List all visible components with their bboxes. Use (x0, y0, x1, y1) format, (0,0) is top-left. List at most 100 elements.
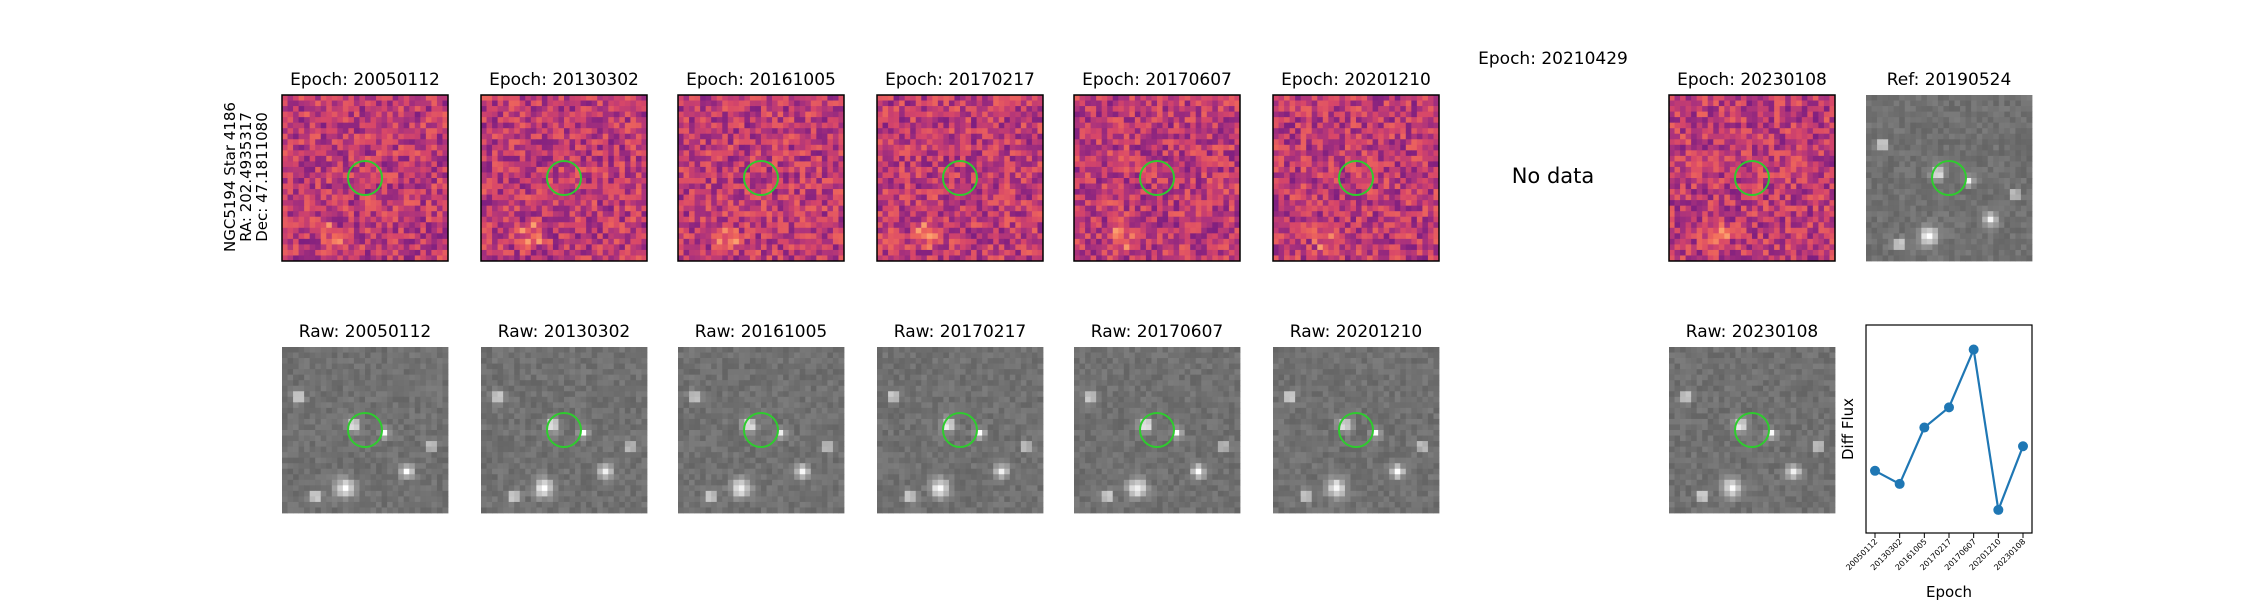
pixel (1212, 211, 1219, 218)
pixel (597, 244, 604, 251)
pixel (711, 133, 718, 140)
pixel (492, 172, 498, 179)
pixel (624, 111, 631, 118)
pixel (1201, 128, 1208, 135)
pixel (536, 128, 543, 135)
pixel (1151, 255, 1158, 262)
pixel (965, 166, 972, 173)
pixel (678, 178, 684, 184)
pixel (1079, 194, 1086, 201)
pixel (1356, 150, 1362, 157)
pixel (304, 133, 311, 140)
pixel (788, 144, 795, 151)
pixel (987, 255, 994, 262)
pixel (1306, 117, 1313, 124)
pixel (772, 117, 778, 124)
pixel (298, 205, 305, 212)
pixel (948, 122, 955, 129)
pixel (948, 133, 955, 140)
pixel (705, 117, 712, 124)
pixel (987, 183, 994, 190)
pixel (530, 227, 537, 234)
pixel (1173, 161, 1180, 168)
pixel (1234, 200, 1241, 207)
pixel (943, 249, 950, 256)
pixel (727, 128, 734, 135)
pixel (960, 95, 966, 101)
pixel (1411, 122, 1418, 129)
pixel (727, 150, 734, 157)
pixel (1300, 133, 1307, 140)
pixel (700, 161, 707, 168)
pixel (1317, 95, 1324, 101)
pixel (309, 255, 316, 262)
pixel (783, 238, 790, 245)
pixel (536, 216, 543, 223)
pixel (1026, 122, 1033, 129)
pixel (442, 150, 449, 157)
pixel (1328, 150, 1335, 157)
pixel (508, 211, 515, 218)
pixel (309, 238, 316, 245)
pixel (1234, 133, 1241, 140)
pixel (1020, 161, 1027, 168)
pixel (1234, 205, 1241, 212)
pixel (722, 249, 729, 256)
pixel (552, 100, 559, 107)
pixel (982, 244, 989, 251)
pixel (727, 117, 734, 124)
pixel (1020, 200, 1027, 207)
pixel (998, 233, 1005, 240)
pixel (683, 222, 690, 229)
pixel (370, 249, 377, 256)
pixel (1140, 200, 1147, 207)
pixel (744, 144, 751, 151)
pixel (1306, 161, 1313, 168)
pixel (937, 216, 944, 223)
pixel (937, 211, 944, 218)
pixel (525, 150, 532, 157)
pixel (705, 178, 712, 184)
pixel (1151, 172, 1158, 179)
pixel (624, 222, 631, 229)
pixel (1090, 100, 1097, 107)
pixel (1145, 133, 1152, 140)
pixel (937, 117, 944, 124)
pixel (1037, 95, 1044, 101)
pixel (348, 200, 355, 207)
pixel (541, 122, 548, 129)
pixel (326, 122, 333, 129)
pixel (777, 117, 784, 124)
pixel (536, 183, 543, 190)
pixel (293, 216, 299, 223)
pixel (711, 117, 718, 124)
pixel (624, 211, 631, 218)
pixel (547, 100, 554, 107)
pixel (287, 255, 294, 262)
pixel (1289, 133, 1296, 140)
pixel (420, 122, 427, 129)
pixel (370, 106, 377, 112)
pixel (998, 189, 1005, 195)
pixel (1411, 128, 1418, 135)
pixel (304, 95, 311, 101)
pixel (331, 128, 338, 135)
pixel (965, 139, 972, 146)
pixel (1372, 128, 1379, 135)
pixel (1344, 100, 1351, 107)
pixel (586, 211, 593, 218)
pixel (376, 111, 382, 118)
pixel (353, 144, 360, 151)
pixel (1223, 122, 1230, 129)
pixel (799, 222, 806, 229)
pixel (1123, 106, 1130, 112)
pixel (381, 100, 388, 107)
pixel (1400, 117, 1407, 124)
pixel (976, 122, 983, 129)
pixel (602, 244, 609, 251)
pixel (1162, 166, 1169, 173)
pixel (772, 233, 778, 240)
pixel (353, 233, 360, 240)
pixel (552, 128, 559, 135)
pixel (370, 128, 377, 135)
